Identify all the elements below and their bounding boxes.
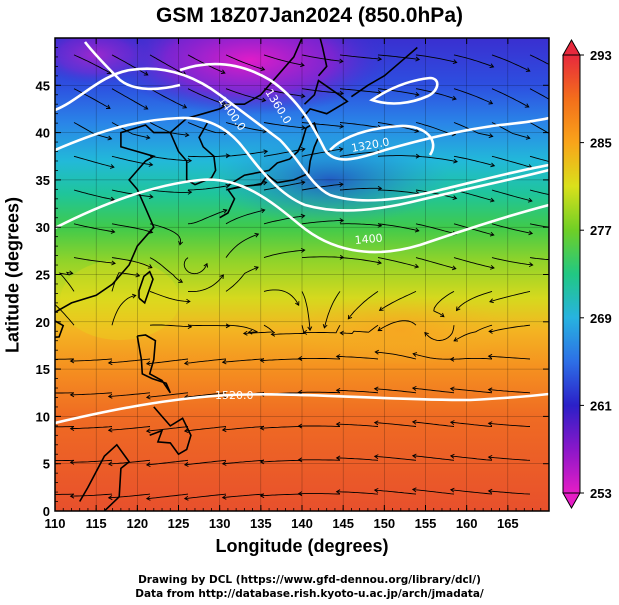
x-tick-label: 140 [291,516,313,531]
x-tick-label: 135 [250,516,272,531]
x-tick-label: 110 [45,516,66,531]
x-tick-label: 125 [168,516,190,531]
x-tick-label: 155 [415,516,437,531]
y-tick-label: 25 [36,268,50,283]
contour-1320b [329,124,435,156]
contour-1520 [55,392,549,425]
colorbar: 293 285 277 269 261 253 [562,38,612,510]
credit-drawing: Drawing by DCL (https://www.gfd-dennou.o… [138,574,481,586]
y-axis-label: Latitude (degrees) [2,196,23,354]
chart-title: GSM 18Z07Jan2024 (850.0hPa) [155,4,463,27]
y-tick-label: 5 [43,457,50,472]
y-tick-label: 0 [43,504,50,519]
y-tick-label: 45 [36,78,50,93]
contour-1400 [55,116,549,212]
wind-streamlines [55,54,549,501]
y-tick-label: 20 [36,315,50,330]
contour-1300 [83,41,181,91]
contour-1360 [55,67,549,202]
y-tick-label: 30 [36,220,50,235]
colorbar-tick-label: 269 [590,311,612,326]
x-tick-label: 115 [86,516,107,531]
x-tick-label: 120 [126,516,148,531]
x-tick-label: 150 [373,516,395,531]
colorbar-tick-label: 277 [590,223,612,238]
colorbar-tick-label: 261 [590,398,612,413]
x-tick-label: 165 [497,516,519,531]
y-tick-label: 35 [36,173,50,188]
credit-data: Data from http://database.rish.kyoto-u.a… [135,588,484,600]
x-tick-label: 130 [209,516,231,531]
colorbar-bottom-arrow [562,492,581,510]
colorbar-scale [562,54,581,494]
contour-1440 [55,178,549,254]
colorbar-top-arrow [562,38,581,56]
contour-label: 1400 [354,232,383,247]
y-tick-label: 40 [36,126,50,141]
axes: 110 115 120 125 130 135 140 145 150 155 160 165 0 5 10… [36,37,550,531]
colorbar-tick-label: 285 [590,136,612,151]
contour-1320 [179,62,549,161]
contour-label: 1520.0 [215,389,254,402]
x-tick-label: 145 [332,516,354,531]
y-tick-label: 15 [36,362,50,377]
colorbar-tick-label: 293 [590,48,612,63]
contour-low [369,76,439,105]
y-tick-label: 10 [36,409,50,424]
colorbar-tick-label: 253 [590,486,612,501]
height-contours [55,41,549,425]
x-tick-label: 160 [456,516,478,531]
x-axis-label: Longitude (degrees) [215,536,389,556]
